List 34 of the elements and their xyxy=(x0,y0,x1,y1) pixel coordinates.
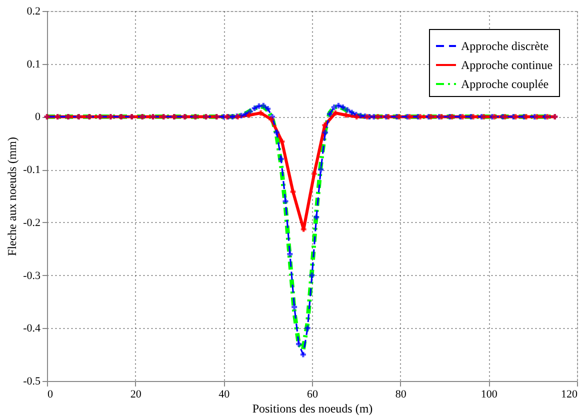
x-tick-label: 100 xyxy=(480,388,498,400)
point xyxy=(322,122,328,128)
x-tick-label: 120 xyxy=(561,388,578,400)
y-tick-label: -0.2 xyxy=(23,216,40,229)
x-tick-label: 60 xyxy=(307,388,318,400)
point xyxy=(246,112,252,118)
point xyxy=(268,116,274,122)
x-tick-label: 0 xyxy=(48,388,54,400)
y-tick-label: -0.5 xyxy=(23,376,41,388)
point xyxy=(258,110,264,116)
point xyxy=(544,114,550,120)
point xyxy=(386,114,392,120)
y-tick-label: 0.1 xyxy=(26,58,40,70)
y-tick-label: 0 xyxy=(35,111,41,124)
point xyxy=(375,114,381,120)
point xyxy=(290,189,296,195)
y-tick-label: 0.2 xyxy=(26,6,40,18)
point xyxy=(438,114,444,120)
y-tick-label: -0.3 xyxy=(23,270,41,282)
y-axis-title: Fleche aux noeuds (mm) xyxy=(5,137,20,256)
legend-label: Approche discrète xyxy=(461,39,549,53)
point xyxy=(279,138,285,144)
x-axis-title: Positions des noeuds (m) xyxy=(252,402,373,416)
point xyxy=(428,114,434,120)
y-tick-label: -0.1 xyxy=(23,164,40,176)
x-tick-label: 20 xyxy=(130,388,142,400)
y-tick-label: -0.4 xyxy=(23,322,41,335)
legend-label: Approche continue xyxy=(461,58,553,72)
legend-label: Approche couplée xyxy=(461,77,549,91)
x-tick-label: 80 xyxy=(395,388,407,400)
point xyxy=(332,110,338,116)
x-tick-label: 40 xyxy=(218,388,230,400)
point xyxy=(311,171,317,177)
point xyxy=(492,114,498,120)
